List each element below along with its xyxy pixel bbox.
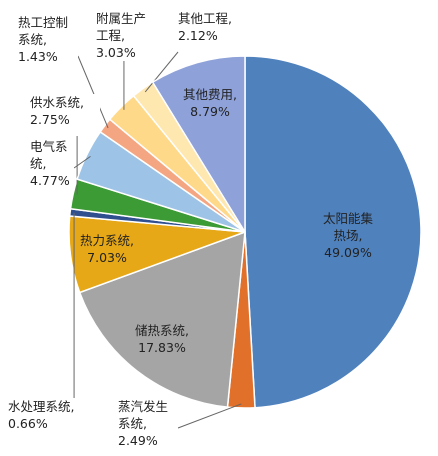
category-label: 其他工程, <box>178 11 232 26</box>
pie-slice <box>78 230 246 408</box>
leader-line <box>144 51 179 93</box>
leader-line <box>77 55 109 129</box>
value-label: 17.83% <box>138 340 186 355</box>
slice-label: 热力系统, 7.03% <box>62 232 152 266</box>
slice-label: 附属生产工程, 3.03% <box>96 10 148 61</box>
value-label: 8.79% <box>190 104 230 119</box>
value-label: 1.43% <box>18 49 58 64</box>
category-label: 热工控制系统, <box>18 15 69 47</box>
value-label: 2.12% <box>178 28 218 43</box>
category-label: 储热系统, <box>135 323 189 338</box>
slice-label: 电气系统, 4.77% <box>30 138 74 189</box>
value-label: 3.03% <box>96 45 136 60</box>
slice-label: 供水系统, 2.75% <box>30 94 100 128</box>
slice-label: 蒸汽发生系统, 2.49% <box>118 398 178 449</box>
pie-slice <box>151 55 246 235</box>
pie-slice <box>244 55 422 409</box>
slice-label: 储热系统, 17.83% <box>112 322 212 356</box>
slice-label: 热工控制系统, 1.43% <box>18 14 78 65</box>
value-label: 4.77% <box>30 173 70 188</box>
value-label: 0.66% <box>8 416 48 431</box>
slice-label: 水处理系统, 0.66% <box>8 398 84 432</box>
value-label: 49.09% <box>324 245 372 260</box>
category-label: 附属生产工程, <box>96 11 147 43</box>
value-label: 2.49% <box>118 433 158 448</box>
value-label: 7.03% <box>87 250 127 265</box>
leader-line <box>177 403 242 429</box>
slice-label: 太阳能集热场, 49.09% <box>318 210 378 261</box>
category-label: 水处理系统, <box>8 399 75 414</box>
slice-label: 其他工程, 2.12% <box>178 10 250 44</box>
leader-line <box>73 155 91 169</box>
category-label: 其他费用, <box>183 87 237 102</box>
category-label: 太阳能集热场, <box>322 211 373 243</box>
category-label: 供水系统, <box>30 95 84 110</box>
value-label: 2.75% <box>30 112 70 127</box>
category-label: 热力系统, <box>80 233 134 248</box>
category-label: 蒸汽发生系统, <box>118 399 169 431</box>
slice-label: 其他费用, 8.79% <box>170 86 250 120</box>
category-label: 电气系统, <box>30 139 68 171</box>
